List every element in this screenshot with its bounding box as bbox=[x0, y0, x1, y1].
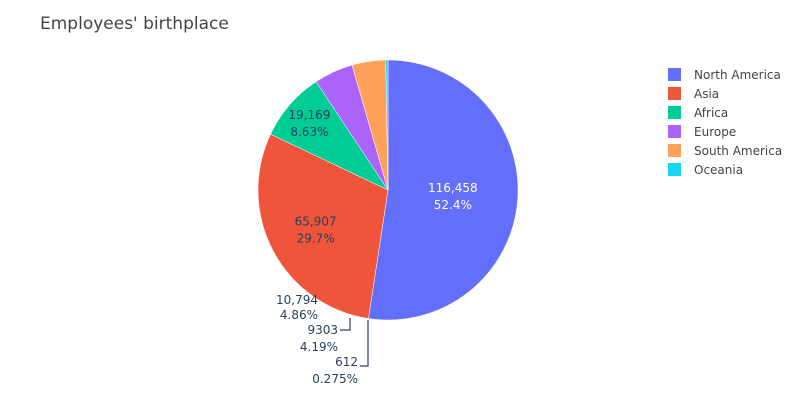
pie-slice-oceania[interactable] bbox=[385, 59, 389, 191]
slice-percent-label-south-america: 4.19% bbox=[300, 340, 338, 354]
pie-slices bbox=[257, 59, 519, 321]
slice-percent-label-africa: 8.63% bbox=[290, 125, 328, 139]
pie-slice-north-america[interactable] bbox=[368, 59, 519, 321]
legend-label-oceania: Oceania bbox=[694, 163, 743, 177]
slice-percent-label-oceania: 0.275% bbox=[312, 372, 358, 386]
slice-percent-label-north-america: 52.4% bbox=[434, 198, 472, 212]
legend-label-europe: Europe bbox=[694, 125, 736, 139]
legend-label-asia: Asia bbox=[694, 87, 719, 101]
legend-swatch-south-america bbox=[668, 144, 681, 157]
legend-label-north-america: North America bbox=[694, 68, 781, 82]
legend-item-asia[interactable]: Asia bbox=[668, 87, 719, 101]
legend-swatch-oceania bbox=[668, 163, 681, 176]
leader-line-oceania bbox=[360, 320, 369, 367]
slice-percent-label-asia: 29.7% bbox=[297, 231, 335, 245]
slice-percent-label-europe: 4.86% bbox=[280, 308, 318, 322]
slice-value-label-oceania: 612 bbox=[335, 355, 358, 369]
slice-value-label-europe: 10,794 bbox=[276, 293, 318, 307]
legend-label-south-america: South America bbox=[694, 144, 782, 158]
chart-title: Employees' birthplace bbox=[40, 14, 229, 34]
legend: North America Asia Africa Europe South Ameri… bbox=[668, 68, 782, 177]
leader-line-south-america bbox=[340, 318, 351, 331]
legend-swatch-asia bbox=[668, 87, 681, 100]
legend-item-north-america[interactable]: North America bbox=[668, 68, 781, 82]
legend-swatch-africa bbox=[668, 106, 681, 119]
slice-value-label-asia: 65,907 bbox=[295, 214, 337, 228]
legend-swatch-europe bbox=[668, 125, 681, 138]
slice-labels: 116,458 52.4% 65,907 29.7% 19,169 8.63% 10,794… bbox=[276, 108, 478, 386]
legend-item-oceania[interactable]: Oceania bbox=[668, 163, 743, 177]
legend-item-europe[interactable]: Europe bbox=[668, 125, 736, 139]
legend-item-south-america[interactable]: South America bbox=[668, 144, 782, 158]
slice-value-label-north-america: 116,458 bbox=[428, 181, 478, 195]
leader-lines bbox=[340, 318, 369, 367]
legend-label-africa: Africa bbox=[694, 106, 728, 120]
slice-value-label-south-america: 9303 bbox=[307, 323, 338, 337]
slice-value-label-africa: 19,169 bbox=[288, 108, 330, 122]
legend-swatch-north-america bbox=[668, 68, 681, 81]
legend-item-africa[interactable]: Africa bbox=[668, 106, 728, 120]
pie-slice-asia[interactable] bbox=[257, 133, 389, 319]
